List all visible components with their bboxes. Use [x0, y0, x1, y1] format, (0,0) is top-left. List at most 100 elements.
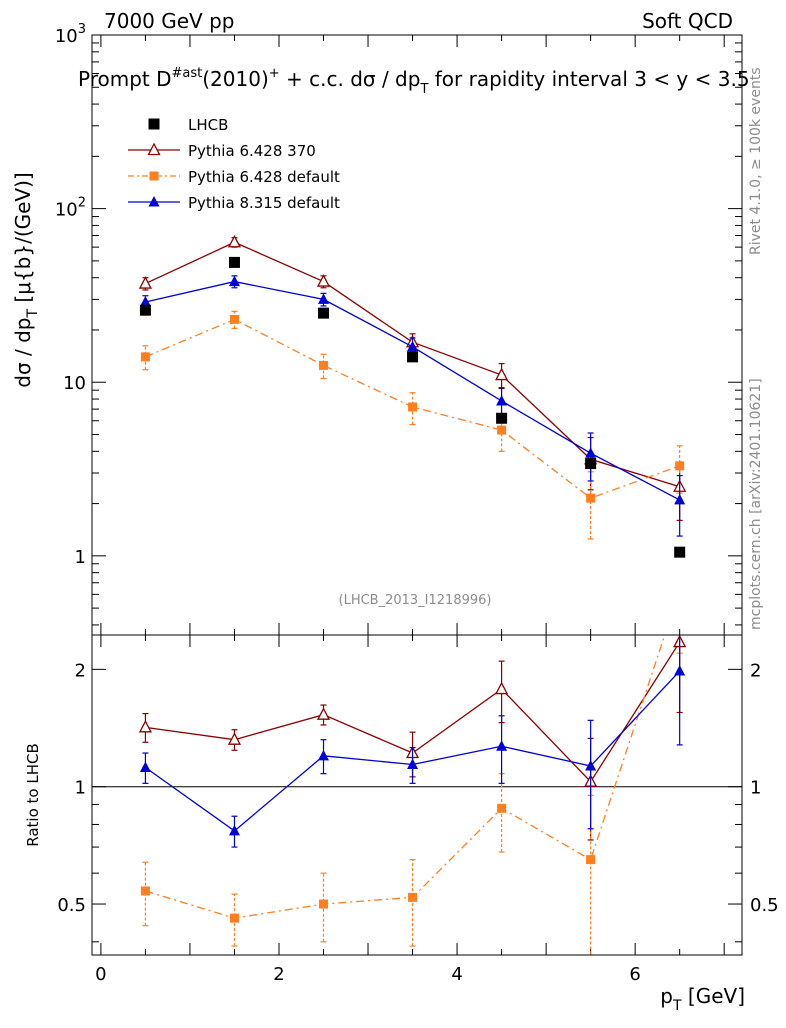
data-point-main — [674, 493, 686, 505]
x-tick-label: 4 — [451, 964, 462, 985]
chart-title-part-d: for rapidity interval 3 < y < 3.5 — [428, 67, 749, 91]
x-axis-label-sub: T — [672, 998, 682, 1014]
data-point-main — [585, 447, 597, 458]
analysis-label: (LHCB_2013_I1218996) — [339, 593, 492, 608]
legend-item: Pythia 8.315 default — [128, 194, 340, 212]
x-tick-label: 0 — [95, 964, 106, 985]
data-point-ratio — [585, 760, 597, 771]
data-point-main — [139, 304, 151, 316]
data-point-ratio — [496, 740, 508, 751]
chart-title-main: Prompt D — [78, 67, 172, 91]
data-point-main — [318, 307, 330, 319]
y-tick-label-ratio: 2 — [75, 660, 86, 681]
data-point-ratio — [140, 886, 150, 896]
data-point-ratio — [407, 758, 419, 770]
y-axis-label-main-a: dσ / dp — [11, 318, 35, 388]
series-line-main — [145, 280, 680, 501]
data-point-main — [140, 352, 150, 362]
data-point-main — [319, 360, 329, 370]
series-line-main — [145, 241, 680, 488]
data-point-ratio — [495, 681, 509, 695]
data-point-main — [408, 402, 418, 412]
data-point-main — [674, 546, 686, 558]
x-tick-label: 6 — [629, 964, 640, 985]
chart-title: Prompt D#ast(2010)+ + c.c. dσ / dpT for … — [78, 66, 750, 97]
series-main-pythia-8-315-default — [139, 275, 686, 537]
data-point-main — [497, 425, 507, 435]
data-point-main — [318, 293, 330, 304]
legend-marker — [149, 171, 159, 181]
data-point-main — [496, 412, 508, 424]
data-point-ratio — [139, 761, 151, 773]
y-tick-label-base: 10 — [55, 200, 78, 221]
y-axis-label-main-b: [μ{b}/(GeV)] — [11, 172, 35, 309]
data-point-ratio — [586, 855, 596, 865]
legend-label: Pythia 8.315 default — [188, 194, 340, 212]
data-point-ratio — [316, 707, 331, 720]
data-point-ratio — [229, 913, 239, 923]
data-point-main — [586, 493, 596, 503]
data-point-ratio — [675, 585, 684, 594]
legend-label: Pythia 6.428 default — [188, 168, 340, 186]
chart-title-part-c: + c.c. dσ / dp — [280, 67, 421, 91]
header-left: 7000 GeV pp — [104, 9, 235, 33]
legend-label: Pythia 6.428 370 — [188, 142, 316, 160]
data-point-ratio — [318, 749, 330, 761]
chart-title-sub: T — [419, 82, 428, 97]
data-point-main — [229, 314, 239, 324]
data-point-main — [495, 367, 509, 381]
y-tick-label-ratio-right: 0.5 — [750, 895, 779, 916]
data-point-main — [407, 351, 419, 363]
y-tick-label-ratio: 1 — [75, 778, 86, 799]
y-axis-label-main-sub: T — [25, 309, 41, 319]
y-axis-label-ratio: Ratio to LHCB — [24, 743, 42, 847]
data-point-ratio — [228, 824, 240, 836]
legend-marker — [147, 142, 161, 156]
legend-label: LHCB — [188, 116, 228, 134]
y-tick-label-main: 10 — [63, 373, 86, 394]
data-point-main — [228, 256, 240, 268]
x-axis-label-b: [GeV] — [682, 984, 745, 1008]
x-axis-label: pT [GeV] — [660, 984, 745, 1014]
legend-marker — [148, 118, 160, 130]
y-tick-label-exp: 2 — [78, 196, 86, 211]
y-tick-label-ratio-right: 1 — [750, 778, 761, 799]
data-point-main — [585, 458, 597, 470]
legend-item: Pythia 6.428 default — [128, 168, 340, 186]
y-tick-label-main: 103 — [55, 22, 86, 47]
data-point-main — [138, 276, 152, 289]
side-text-top: Rivet 4.1.0, ≥ 100k events — [748, 67, 764, 255]
y-tick-label-main: 102 — [55, 196, 86, 221]
chart-title-sup2: + — [269, 66, 280, 81]
y-tick-label-base: 10 — [55, 26, 78, 47]
series-main-pythia-6-428-default — [140, 310, 685, 540]
legend: LHCB Pythia 6.428 370 Pythia 6.428 default… — [128, 116, 340, 212]
y-tick-label-ratio-right: 2 — [750, 660, 761, 681]
data-point-main — [496, 394, 508, 406]
data-point-ratio — [674, 665, 686, 676]
ratio-plot-frame — [91, 634, 743, 956]
data-point-ratio — [497, 803, 507, 813]
series-main-pythia-6-428-370 — [138, 234, 687, 522]
data-point-ratio — [319, 899, 329, 909]
data-point-ratio — [138, 719, 152, 733]
series-main-lhcb — [139, 256, 686, 558]
data-point-ratio — [408, 892, 418, 902]
data-point-main — [228, 275, 240, 287]
x-tick-label: 2 — [273, 964, 284, 985]
y-tick-label-ratio: 0.5 — [57, 895, 86, 916]
data-point-main — [407, 340, 419, 352]
data-point-main — [675, 461, 685, 471]
side-text-bottom: mcplots.cern.ch [arXiv:2401.10621] — [748, 378, 764, 630]
legend-item: LHCB — [148, 116, 228, 134]
chart-title-part-b: (2010) — [202, 67, 269, 91]
y-axis-label-main: dσ / dpT [μ{b}/(GeV)] — [11, 172, 41, 387]
x-axis-label-a: p — [660, 984, 673, 1008]
legend-item: Pythia 6.428 370 — [128, 142, 316, 160]
data-point-main — [227, 234, 242, 248]
data-point-main — [316, 274, 331, 287]
data-point-main — [139, 295, 151, 307]
data-point-ratio — [227, 732, 242, 745]
y-tick-label-exp: 3 — [78, 22, 86, 37]
